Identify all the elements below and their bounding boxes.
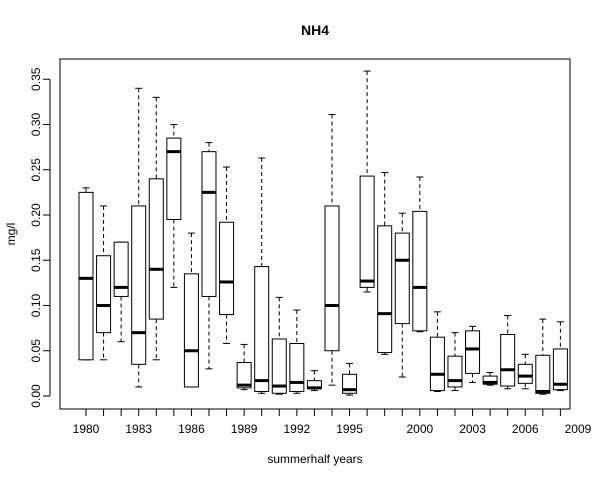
box-1987: [201, 142, 217, 370]
box-1982: [113, 241, 129, 343]
box-iqr: [183, 273, 199, 388]
box-iqr: [412, 210, 428, 332]
box-2001: [429, 311, 445, 392]
y-tick-label: 0.35: [29, 67, 43, 91]
y-tick-label: 0.25: [29, 158, 43, 182]
y-tick-label: 0.20: [29, 203, 43, 227]
box-1984: [148, 96, 164, 361]
box-1993: [306, 370, 322, 392]
y-axis: 0.00 0.05 0.10 0.15 0.20 0.25 0.30 0.35: [29, 67, 51, 408]
box-iqr: [166, 137, 182, 221]
box-1999: [394, 212, 410, 378]
y-tick-label: 0.15: [29, 248, 43, 272]
box-2000: [412, 176, 428, 333]
x-tick-label: 1986: [178, 422, 205, 436]
box-iqr: [201, 151, 217, 297]
x-tick-label: 1995: [336, 422, 363, 436]
box-iqr: [429, 336, 445, 392]
box-1995: [342, 362, 358, 396]
box-iqr: [535, 354, 551, 394]
x-tick-label: 1983: [125, 422, 152, 436]
x-tick-label: 2003: [459, 422, 486, 436]
box-iqr: [552, 348, 568, 391]
box-iqr: [113, 241, 129, 297]
box-2007: [535, 318, 551, 395]
box-iqr: [500, 333, 516, 387]
box-1980: [78, 187, 94, 361]
boxes-group: [78, 70, 568, 396]
box-iqr: [394, 232, 410, 325]
x-tick-label: 2000: [406, 422, 433, 436]
box-1983: [131, 87, 147, 388]
x-axis: 1980 1983 1986 1989 1992 1995 2000 2003 2006 2009: [73, 408, 592, 436]
box-iqr: [517, 363, 533, 384]
box-iqr: [254, 266, 270, 392]
box-iqr: [377, 225, 393, 354]
box-iqr: [148, 178, 164, 320]
box-iqr: [447, 355, 463, 388]
x-tick-label: 1989: [231, 422, 258, 436]
box-iqr: [78, 191, 94, 361]
box-iqr: [289, 343, 305, 392]
y-tick-label: 0.30: [29, 112, 43, 136]
box-2006: [517, 353, 533, 390]
box-iqr: [271, 338, 287, 394]
box-iqr: [482, 375, 498, 385]
box-1992: [289, 309, 305, 394]
box-iqr: [131, 205, 147, 365]
x-tick-label: 1980: [73, 422, 100, 436]
box-1989: [236, 343, 252, 391]
box-iqr: [359, 175, 375, 288]
chart-title: NH4: [301, 22, 329, 38]
box-1986: [183, 232, 199, 388]
box-1997: [377, 171, 393, 355]
x-tick-label: 2009: [565, 422, 592, 436]
y-tick-label: 0.00: [29, 384, 43, 408]
box-2002: [447, 332, 463, 392]
box-iqr: [465, 330, 481, 374]
box-2004: [482, 371, 498, 386]
y-axis-label: mg/l: [4, 223, 18, 246]
y-tick-label: 0.10: [29, 293, 43, 317]
x-tick-label: 1992: [283, 422, 310, 436]
box-2005: [500, 314, 516, 390]
box-iqr: [236, 362, 252, 389]
x-tick-label: 2006: [512, 422, 539, 436]
box-iqr: [219, 221, 235, 316]
box-1981: [96, 205, 112, 361]
x-axis-label: summerhalf years: [267, 452, 362, 466]
box-iqr: [324, 205, 340, 352]
box-1990: [254, 157, 270, 394]
box-1996: [359, 70, 375, 293]
box-iqr: [96, 255, 112, 334]
box-2003: [465, 325, 481, 383]
box-2008: [552, 321, 568, 392]
box-1988: [219, 166, 235, 345]
box-1991: [271, 296, 287, 395]
box-1994: [324, 114, 340, 386]
box-1985: [166, 124, 182, 288]
y-tick-label: 0.05: [29, 339, 43, 363]
